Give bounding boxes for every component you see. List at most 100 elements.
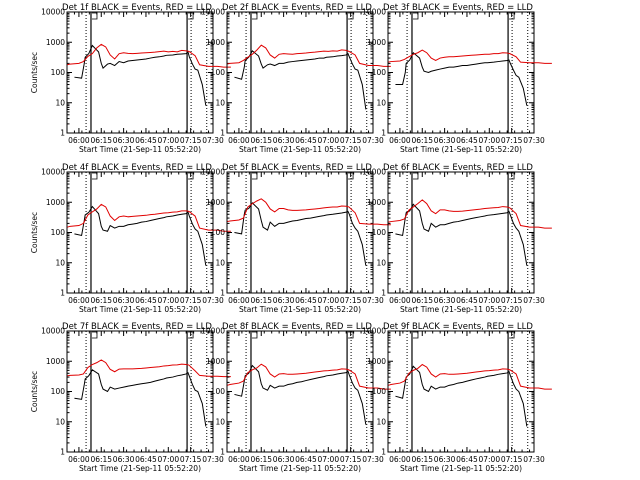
y-tick-label: 1 (220, 448, 225, 457)
events-series-line (234, 202, 367, 266)
chart-title: Det 1f BLACK = Events, RED = LLD (62, 3, 212, 13)
x-tick-label: 07:15 (501, 455, 523, 464)
events-series-line (395, 365, 528, 427)
marker-flag (251, 12, 258, 20)
y-tick-label: 1000 (367, 198, 386, 207)
x-tick-label: 07:00 (157, 136, 179, 145)
y-tick-label: 1000 (46, 357, 65, 366)
y-tick-label: 100 (51, 387, 66, 396)
x-tick-label: 07:00 (157, 296, 179, 305)
x-tick-label: 06:45 (135, 296, 157, 305)
y-tick-label: 10000 (41, 327, 65, 336)
x-tick-label: 06:30 (113, 136, 135, 145)
lld-series-line (67, 203, 231, 232)
y-tick-label: 100 (51, 228, 66, 237)
lld-series-line (227, 44, 391, 67)
x-tick-label: 07:15 (340, 296, 362, 305)
x-tick-label: 06:30 (434, 455, 456, 464)
lld-series-line (227, 198, 391, 226)
y-tick-label: 1 (220, 129, 225, 138)
x-tick-label: 06:00 (68, 455, 90, 464)
events-series-line (74, 44, 207, 106)
x-tick-label: 06:45 (295, 136, 317, 145)
y-tick-label: 1000 (367, 357, 386, 366)
y-tick-label: 100 (211, 68, 226, 77)
x-tick-label: 06:00 (228, 455, 250, 464)
chart-panel: Det 9f BLACK = Events, RED = LLD 1 10 100 10… (362, 322, 552, 473)
y-tick-label: 10000 (201, 327, 225, 336)
x-axis-label: Start Time (21-Sep-11 05:52:20) (239, 305, 361, 314)
x-axis-label: Start Time (21-Sep-11 05:52:20) (400, 464, 522, 473)
x-tick-label: 06:45 (456, 296, 478, 305)
marker-flag (509, 172, 515, 180)
x-tick-label: 06:45 (295, 296, 317, 305)
x-axis-label: Start Time (21-Sep-11 05:52:20) (239, 145, 361, 154)
y-tick-label: 10000 (362, 327, 386, 336)
x-tick-label: 06:45 (456, 455, 478, 464)
x-tick-label: 06:15 (250, 136, 272, 145)
marker-flag (348, 331, 354, 339)
x-tick-label: 07:15 (340, 136, 362, 145)
x-tick-label: 06:15 (250, 296, 272, 305)
lld-series-line (388, 49, 552, 64)
x-tick-label: 07:00 (478, 455, 500, 464)
x-tick-label: 06:00 (228, 296, 250, 305)
y-tick-label: 1000 (206, 357, 225, 366)
x-tick-label: 07:30 (362, 296, 384, 305)
x-tick-label: 06:15 (90, 296, 112, 305)
events-series-line (395, 203, 528, 266)
x-tick-label: 06:00 (68, 136, 90, 145)
events-series-line (395, 51, 528, 106)
events-series-line (234, 50, 367, 110)
chart-panel: Det 1f BLACK = Events, RED = LLD11010010… (30, 3, 231, 154)
y-tick-label: 1 (60, 289, 65, 298)
y-tick-label: 10000 (201, 8, 225, 17)
chart-title: Det 9f BLACK = Events, RED = LLD (383, 322, 533, 332)
events-series-line (74, 205, 207, 266)
x-axis-label: Start Time (21-Sep-11 05:52:20) (79, 145, 201, 154)
y-axis-label: Counts/sec (30, 371, 39, 412)
y-tick-label: 1 (60, 448, 65, 457)
y-tick-label: 10 (215, 98, 225, 107)
x-tick-label: 07:30 (523, 136, 545, 145)
marker-flag (251, 172, 258, 180)
x-tick-label: 07:30 (362, 455, 384, 464)
x-axis-label: Start Time (21-Sep-11 05:52:20) (239, 464, 361, 473)
y-tick-label: 10 (55, 258, 65, 267)
y-tick-label: 1 (60, 129, 65, 138)
y-tick-label: 10 (215, 258, 225, 267)
y-tick-label: 1000 (206, 38, 225, 47)
x-tick-label: 07:30 (523, 455, 545, 464)
x-tick-label: 06:15 (250, 455, 272, 464)
x-axis-label: Start Time (21-Sep-11 05:52:20) (400, 305, 522, 314)
y-tick-label: 100 (372, 68, 387, 77)
y-tick-label: 1000 (206, 198, 225, 207)
marker-flag (251, 331, 258, 339)
chart-panel: Det 5f BLACK = Events, RED = LLD11010010… (201, 163, 391, 314)
lld-series-line (388, 363, 552, 390)
chart-title: Det 3f BLACK = Events, RED = LLD (383, 3, 533, 13)
x-tick-label: 07:15 (340, 455, 362, 464)
x-tick-label: 07:15 (501, 136, 523, 145)
marker-flag (188, 331, 194, 339)
x-tick-label: 06:15 (90, 136, 112, 145)
y-tick-label: 100 (372, 228, 387, 237)
y-tick-label: 10 (376, 98, 386, 107)
x-tick-label: 06:00 (68, 296, 90, 305)
chart-title: Det 4f BLACK = Events, RED = LLD (62, 163, 212, 173)
x-tick-label: 06:45 (135, 455, 157, 464)
y-tick-label: 10 (215, 417, 225, 426)
x-tick-label: 07:30 (202, 296, 224, 305)
y-tick-label: 10 (376, 417, 386, 426)
chart-panel: Det 3f BLACK = Events, RED = LLD 1 10 100 10… (362, 3, 552, 154)
y-tick-label: 10000 (362, 168, 386, 177)
x-tick-label: 06:30 (273, 455, 295, 464)
chart-title: Det 8f BLACK = Events, RED = LLD (222, 322, 372, 332)
x-tick-label: 06:45 (295, 455, 317, 464)
x-tick-label: 06:30 (434, 136, 456, 145)
events-series-line (234, 364, 367, 425)
y-tick-label: 10000 (201, 168, 225, 177)
x-tick-label: 06:30 (273, 136, 295, 145)
x-tick-label: 06:45 (135, 136, 157, 145)
